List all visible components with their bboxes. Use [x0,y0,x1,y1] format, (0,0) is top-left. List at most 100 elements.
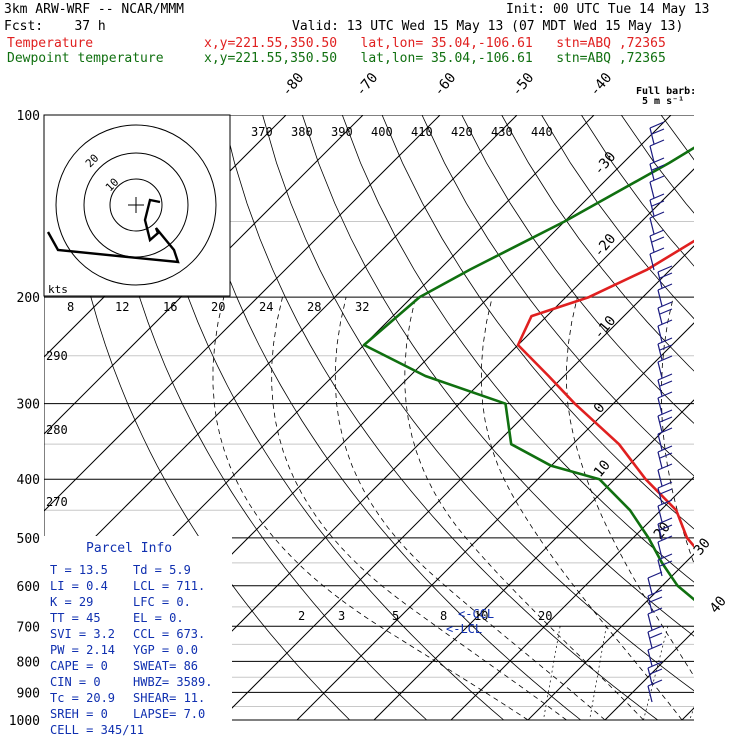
dry-adiabat-line [302,115,694,637]
wind-barb-staff [647,649,653,667]
dewpoint-legend-label: Dewpoint temperature [7,51,164,66]
isotherm-label: -10 [591,313,620,343]
dry-adiabat-line [581,115,694,267]
wind-barb-flag [649,632,663,639]
parcel-info-right-value: SWEAT= 86 [133,659,198,673]
wind-barbs: Full barb:5 m s⁻¹ [636,86,696,703]
parcel-info-right-value: LCL = 711. [133,579,205,593]
isotherm-label: -60 [431,70,460,100]
lcl-annotation: <-LCL [446,622,482,636]
parcel-info-left-value: SREH = 0 [50,707,108,721]
wind-barb-flag [657,463,673,471]
temperature-legend-label: Temperature [7,36,94,51]
parcel-info-right-value: SHEAR= 11. [133,691,205,705]
wind-barb-flag [657,553,673,561]
wind-barb-flag [657,319,673,327]
isotherm-line [142,168,694,721]
wind-barb-staff [649,145,655,163]
pressure-tick-label: 700 [17,620,40,635]
mixing-ratio-line [643,626,669,721]
wind-barb-flag [647,661,663,669]
wind-barb-staff [649,163,655,181]
wind-barb-flag [657,427,673,435]
theta-e-label: 410 [411,125,433,139]
pressure-tick-label: 500 [17,532,40,547]
wind-barb-flag [651,200,665,207]
wind-barb-staff [647,667,653,685]
mixing-ratio-label: 8 [440,609,447,623]
pressure-tick-label: 600 [17,580,40,595]
isotherm-label: 40 [707,593,730,616]
moist-adiabat-line [271,297,567,721]
wind-barb-flag [649,139,665,147]
dry-adiabat-line [142,115,504,721]
wind-barb-staff [649,127,655,145]
wind-barb-flag [649,668,663,675]
wind-barb-flag [659,308,673,315]
theta-label: 280 [46,423,68,437]
dry-adiabat-line [501,115,694,372]
wind-barb-staff [657,487,663,505]
wind-barb-staff [657,559,663,577]
wind-barb-flag [659,380,673,387]
pressure-tick-label: 1000 [9,714,40,729]
isotherm-label: -40 [587,70,616,100]
moist-adiabat-line [334,297,606,721]
isotherm-line [527,553,694,721]
wind-barb-staff [649,235,655,253]
sounding-profiles [362,146,694,602]
wind-barb-flag [657,445,673,453]
pressure-tick-label: 400 [17,473,40,488]
ccl-annotation: <-CCL [458,607,494,621]
hodograph-speed-tick: 20 [211,300,225,314]
wind-barb-staff [657,505,663,523]
dry-adiabat-line [222,115,658,721]
parcel-info-left-value: CAPE = 0 [50,659,108,673]
dry-adiabat-line [262,115,694,692]
parcel-info-right-value: Td = 5.9 [133,563,191,577]
pressure-tick-label: 900 [17,686,40,701]
wind-barb-flag [659,344,673,351]
parcel-info-left-value: K = 29 [50,595,93,609]
pressure-tick-label: 300 [17,398,40,413]
parcel-box-bg [44,536,232,730]
parcel-info-right-value: LFC = 0. [133,595,191,609]
isotherm-line [681,707,694,721]
wind-barb-staff [657,541,663,559]
isotherm-line [44,115,441,512]
isotherm-label: 0 [591,400,609,417]
mixing-ratio-line [689,706,694,721]
isotherm-label: -30 [591,149,620,179]
wind-barb-flag [657,535,673,543]
wind-barb-staff [657,415,663,433]
dry-adiabat-line [182,115,581,721]
wind-barb-staff [657,325,663,343]
theta-e-label: 400 [371,125,393,139]
wind-barb-flag [651,236,665,243]
init-time: Init: 00 UTC Tue 14 May 13 [506,2,710,17]
isotherm-label: -80 [279,70,308,100]
wind-barb-flag [657,499,673,507]
wind-barb-flag [647,589,663,597]
theta-e-label: 380 [291,125,313,139]
wind-barb-staff [657,271,663,289]
wind-barb-flag [657,283,673,291]
parcel-info-right-value: YGP = 0.0 [133,643,198,657]
moist-adiabat-line [404,297,644,721]
hodograph-ring-outer [55,124,217,286]
profile-temperature-line [516,239,694,549]
wind-barb-flag [647,607,663,615]
parcel-info-left-value: LI = 0.4 [50,579,108,593]
parcel-info-right-value: HWBZ= 3589. [133,675,212,689]
wind-barb-staff [647,595,653,613]
wind-barb-flag [647,643,663,651]
theta-e-label: 370 [251,125,273,139]
parcel-info-cell: CELL = 345/11 [50,723,144,737]
isotherm-label: -70 [353,70,382,100]
wind-barb-staff [657,469,663,487]
wind-barb-flag [657,391,673,399]
wind-barb-flag [657,355,673,363]
wind-barb-staff [657,307,663,325]
isotherm-line [604,630,694,721]
